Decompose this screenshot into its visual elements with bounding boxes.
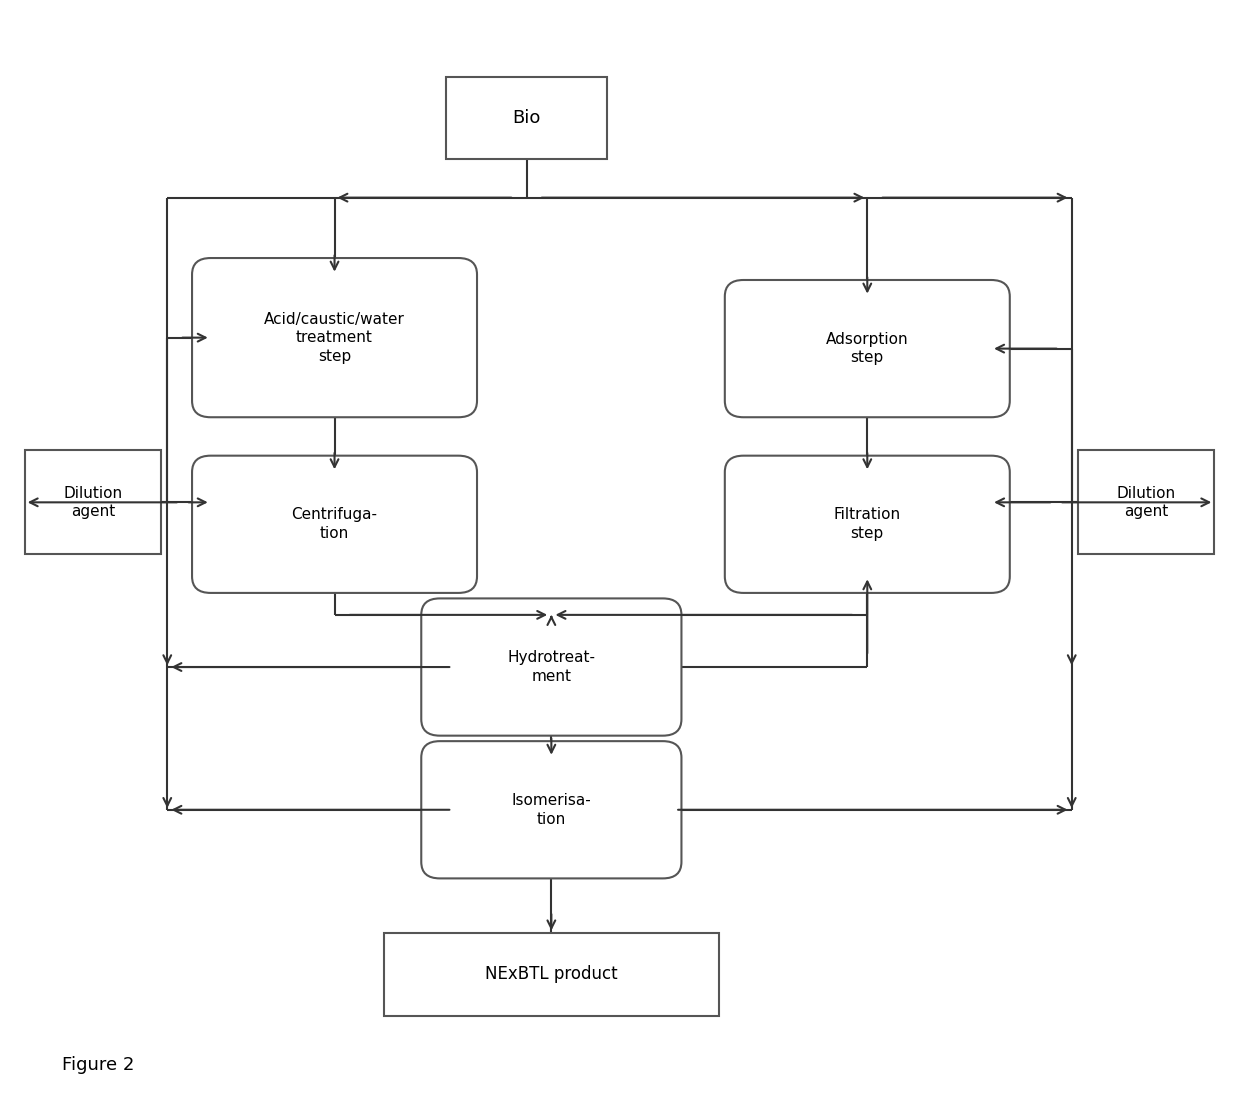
Text: Dilution
agent: Dilution agent [1116,485,1176,519]
FancyBboxPatch shape [384,933,719,1016]
Text: Adsorption
step: Adsorption step [826,332,908,366]
FancyBboxPatch shape [421,741,681,878]
FancyBboxPatch shape [725,280,1010,417]
FancyBboxPatch shape [725,456,1010,593]
FancyBboxPatch shape [446,77,607,159]
Text: Dilution
agent: Dilution agent [63,485,123,519]
Text: Filtration
step: Filtration step [834,507,901,541]
FancyBboxPatch shape [192,258,477,417]
Text: Hydrotreat-
ment: Hydrotreat- ment [507,650,596,684]
Text: Acid/caustic/water
treatment
step: Acid/caustic/water treatment step [264,312,405,363]
Text: Isomerisa-
tion: Isomerisa- tion [512,793,591,827]
FancyBboxPatch shape [25,450,161,554]
Text: Bio: Bio [513,109,540,127]
Text: Centrifuga-
tion: Centrifuga- tion [291,507,378,541]
Text: Figure 2: Figure 2 [62,1056,134,1074]
FancyBboxPatch shape [192,456,477,593]
Text: NExBTL product: NExBTL product [484,965,618,984]
FancyBboxPatch shape [1078,450,1214,554]
FancyBboxPatch shape [421,598,681,736]
